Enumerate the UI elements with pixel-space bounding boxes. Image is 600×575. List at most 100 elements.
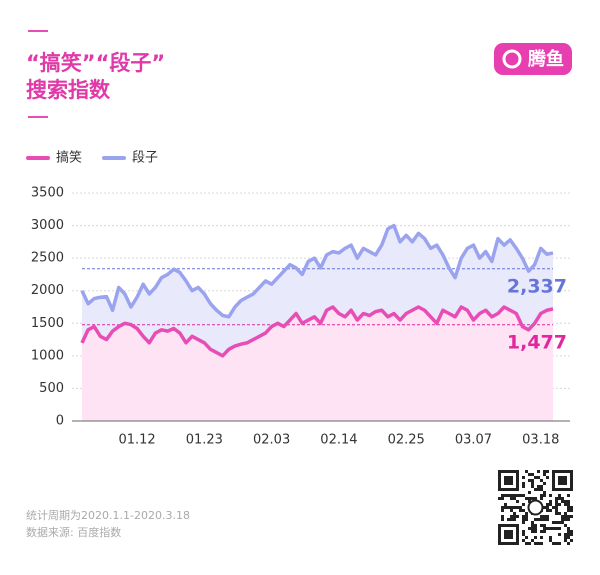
qr-cell xyxy=(549,509,552,512)
qr-code xyxy=(498,470,573,545)
y-tick-label: 500 xyxy=(39,381,64,396)
x-tick-label: 03.18 xyxy=(522,433,559,448)
qr-cell xyxy=(507,518,510,521)
qr-cell xyxy=(567,515,570,518)
qr-cell xyxy=(513,494,516,497)
logo-text: 腾鱼 xyxy=(528,48,564,70)
qr-cell xyxy=(534,497,537,500)
qr-cell xyxy=(528,527,531,530)
qr-cell xyxy=(510,515,513,518)
qr-cell xyxy=(567,500,570,503)
qr-finder xyxy=(558,476,567,485)
qr-cell xyxy=(549,494,552,497)
qr-cell xyxy=(543,530,546,533)
qr-cell xyxy=(522,539,525,542)
qr-cell xyxy=(549,539,552,542)
qr-cell xyxy=(501,518,504,521)
qr-cell xyxy=(525,536,528,539)
qr-cell xyxy=(561,515,564,518)
qr-cell xyxy=(525,497,528,500)
qr-cell xyxy=(564,515,567,518)
note: 统计周期为2020.1.1-2020.3.18 xyxy=(26,509,190,522)
qr-cell xyxy=(537,542,540,545)
qr-cell xyxy=(540,515,543,518)
qr-cell xyxy=(534,527,537,530)
qr-cell xyxy=(540,479,543,482)
qr-cell xyxy=(555,500,558,503)
qr-cell xyxy=(570,533,573,536)
qr-logo xyxy=(527,499,544,516)
note: 数据来源: 百度指数 xyxy=(26,525,121,539)
qr-cell xyxy=(558,542,561,545)
qr-cell xyxy=(549,503,552,506)
qr-cell xyxy=(567,533,570,536)
qr-cell xyxy=(570,509,573,512)
qr-cell xyxy=(543,470,546,473)
qr-cell xyxy=(519,494,522,497)
qr-cell xyxy=(534,488,537,491)
qr-cell xyxy=(546,515,549,518)
qr-cell xyxy=(543,473,546,476)
qr-cell xyxy=(501,494,504,497)
qr-cell xyxy=(528,500,531,503)
qr-cell xyxy=(564,518,567,521)
qr-cell xyxy=(513,497,516,500)
qr-cell xyxy=(522,509,525,512)
qr-cell xyxy=(534,476,537,479)
series-line xyxy=(80,305,554,358)
x-tick-label: 01.12 xyxy=(118,433,155,448)
qr-cell xyxy=(525,470,528,473)
y-tick-label: 3500 xyxy=(31,186,64,201)
qr-cell xyxy=(531,524,534,527)
qr-cell xyxy=(552,542,555,545)
qr-cell xyxy=(510,506,513,509)
qr-cell xyxy=(555,527,558,530)
qr-cell xyxy=(561,497,564,500)
qr-cell xyxy=(561,521,564,524)
qr-cell xyxy=(558,503,561,506)
qr-cell xyxy=(522,533,525,536)
x-tick-label: 02.25 xyxy=(388,433,425,448)
qr-cell xyxy=(561,500,564,503)
qr-cell xyxy=(558,527,561,530)
qr-cell xyxy=(561,518,564,521)
qr-cell xyxy=(543,515,546,518)
qr-cell xyxy=(522,530,525,533)
qr-cell xyxy=(531,473,534,476)
qr-cell xyxy=(501,515,504,518)
qr-cell xyxy=(528,542,531,545)
qr-cell xyxy=(522,521,525,524)
qr-cell xyxy=(570,530,573,533)
qr-cell xyxy=(534,536,537,539)
qr-cell xyxy=(537,518,540,521)
qr-cell xyxy=(537,488,540,491)
qr-cell xyxy=(558,533,561,536)
legend-label: 搞笑 xyxy=(56,150,82,166)
qr-cell xyxy=(540,542,543,545)
x-tick-label: 01.23 xyxy=(186,433,223,448)
qr-cell xyxy=(567,530,570,533)
qr-cell xyxy=(510,518,513,521)
qr-cell xyxy=(516,494,519,497)
qr-cell xyxy=(564,539,567,542)
qr-cell xyxy=(513,518,516,521)
qr-cell xyxy=(537,476,540,479)
qr-cell xyxy=(558,494,561,497)
qr-cell xyxy=(519,506,522,509)
qr-cell xyxy=(522,518,525,521)
qr-cell xyxy=(519,509,522,512)
y-tick-label: 1000 xyxy=(31,348,64,363)
qr-cell xyxy=(531,539,534,542)
qr-cell xyxy=(516,515,519,518)
y-tick-label: 2500 xyxy=(31,251,64,266)
qr-cell xyxy=(567,494,570,497)
qr-cell xyxy=(531,497,534,500)
qr-cell xyxy=(558,497,561,500)
y-tick-label: 2000 xyxy=(31,283,64,298)
qr-cell xyxy=(540,494,543,497)
qr-cell xyxy=(570,539,573,542)
qr-cell xyxy=(531,479,534,482)
qr-cell xyxy=(531,482,534,485)
